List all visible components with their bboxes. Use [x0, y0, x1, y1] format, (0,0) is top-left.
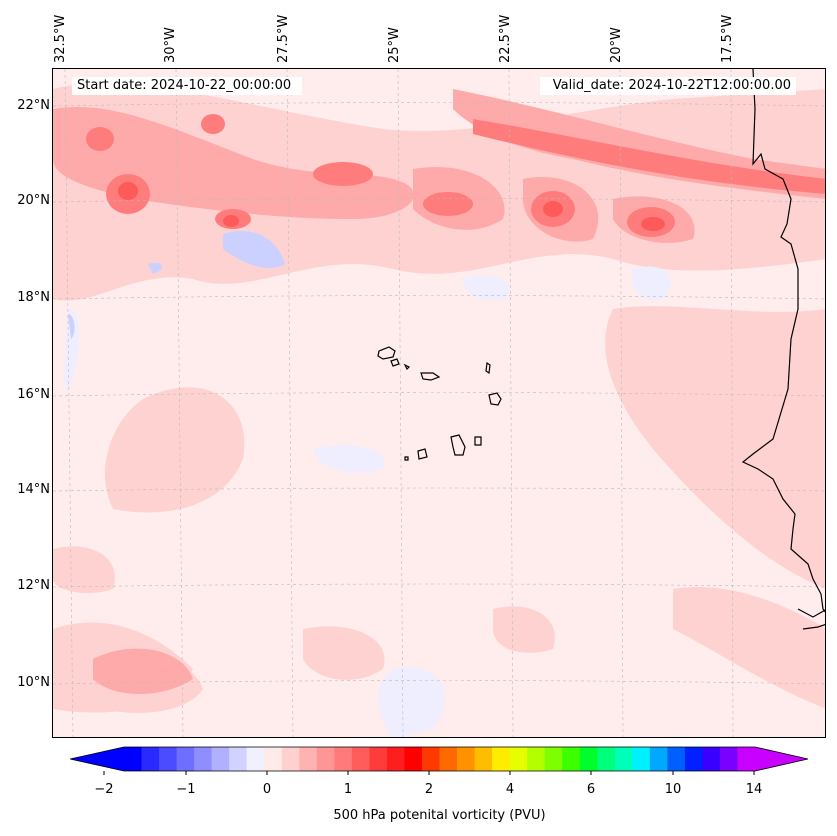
cb-tick-4: 4	[505, 782, 515, 797]
colorbar-segment	[299, 747, 318, 771]
pv-colorbar	[70, 746, 809, 775]
colorbar-segment	[264, 747, 283, 771]
colorbar-segment	[229, 747, 248, 771]
colorbar-caption: 500 hPa potenital vorticity (PVU)	[333, 808, 546, 823]
colorbar-segment	[246, 747, 265, 771]
cape-verde-islands	[377, 346, 502, 461]
map-area[interactable]: Start date: 2024-10-22_00:00:00 Valid_da…	[52, 68, 826, 738]
colorbar-segment	[579, 747, 598, 771]
colorbar-segment	[124, 747, 143, 771]
colorbar-segment	[737, 747, 756, 771]
pv-deep-red-cores	[118, 182, 665, 231]
colorbar-segment	[404, 747, 423, 771]
colorbar-segment	[562, 747, 581, 771]
africa-coastline	[741, 69, 825, 613]
colorbar-segment	[351, 747, 370, 771]
pv-light-blue-regions	[64, 266, 672, 737]
colorbar-segment	[439, 747, 458, 771]
cb-tick-0: 0	[262, 782, 272, 797]
colorbar-segment	[492, 747, 511, 771]
valid-date-label: Valid_date: 2024-10-22T12:00:00.00	[540, 77, 796, 95]
colorbar-segment	[159, 747, 178, 771]
pv-mid-blue-regions	[68, 230, 285, 339]
colorbar-segment	[281, 747, 300, 771]
lat-label-18n: 18°N	[17, 290, 50, 305]
colorbar-segment	[509, 747, 528, 771]
colorbar-segment	[457, 747, 476, 771]
lat-label-22n: 22°N	[17, 98, 50, 113]
colorbar-segment	[702, 747, 721, 771]
lat-label-14n: 14°N	[17, 482, 50, 497]
colorbar-segment	[386, 747, 405, 771]
lon-label-22-5w: 22.5°W	[498, 14, 513, 63]
colorbar-extend-min	[70, 747, 124, 771]
lon-label-17-5w: 17.5°W	[720, 14, 735, 63]
cb-tick-14: 14	[745, 782, 763, 797]
colorbar-segment	[544, 747, 563, 771]
lon-label-25w: 25°W	[387, 27, 402, 63]
lat-label-16n: 16°N	[17, 387, 50, 402]
cb-tick-6: 6	[586, 782, 596, 797]
graticule	[53, 69, 825, 737]
lat-label-10n: 10°N	[17, 675, 50, 690]
colorbar-segment	[334, 747, 353, 771]
start-date-label: Start date: 2024-10-22_00:00:00	[72, 77, 302, 95]
lon-label-30w: 30°W	[163, 27, 178, 63]
colorbar-segment	[667, 747, 686, 771]
colorbar-segment	[719, 747, 738, 771]
colorbar-segment	[421, 747, 440, 771]
colorbar-segment	[649, 747, 668, 771]
colorbar-segment	[211, 747, 230, 771]
colorbar-segment	[632, 747, 651, 771]
cb-tick-1: 1	[343, 782, 353, 797]
colorbar-segment	[316, 747, 335, 771]
cb-tick-minus-1: −1	[176, 782, 196, 797]
colorbar-segment	[194, 747, 213, 771]
colorbar-segment	[369, 747, 388, 771]
colorbar-segment	[614, 747, 633, 771]
colorbar-outline	[70, 746, 809, 772]
colorbar-segment	[597, 747, 616, 771]
colorbar-segment	[176, 747, 195, 771]
pv-contour-map	[53, 69, 825, 737]
cb-tick-2: 2	[424, 782, 434, 797]
lon-label-27-5w: 27.5°W	[276, 14, 291, 63]
cb-tick-minus-2: −2	[94, 782, 114, 797]
colorbar-segment	[684, 747, 703, 771]
africa-coastline-south	[797, 608, 825, 630]
colorbar-segment	[474, 747, 493, 771]
lat-label-12n: 12°N	[17, 578, 50, 593]
cb-tick-10: 10	[664, 782, 682, 797]
lon-label-32-5w: 32.5°W	[53, 14, 68, 63]
colorbar-segment	[141, 747, 160, 771]
colorbar-segment	[527, 747, 546, 771]
lon-label-20w: 20°W	[609, 27, 624, 63]
colorbar-extend-max	[755, 747, 808, 771]
lat-label-20n: 20°N	[17, 193, 50, 208]
